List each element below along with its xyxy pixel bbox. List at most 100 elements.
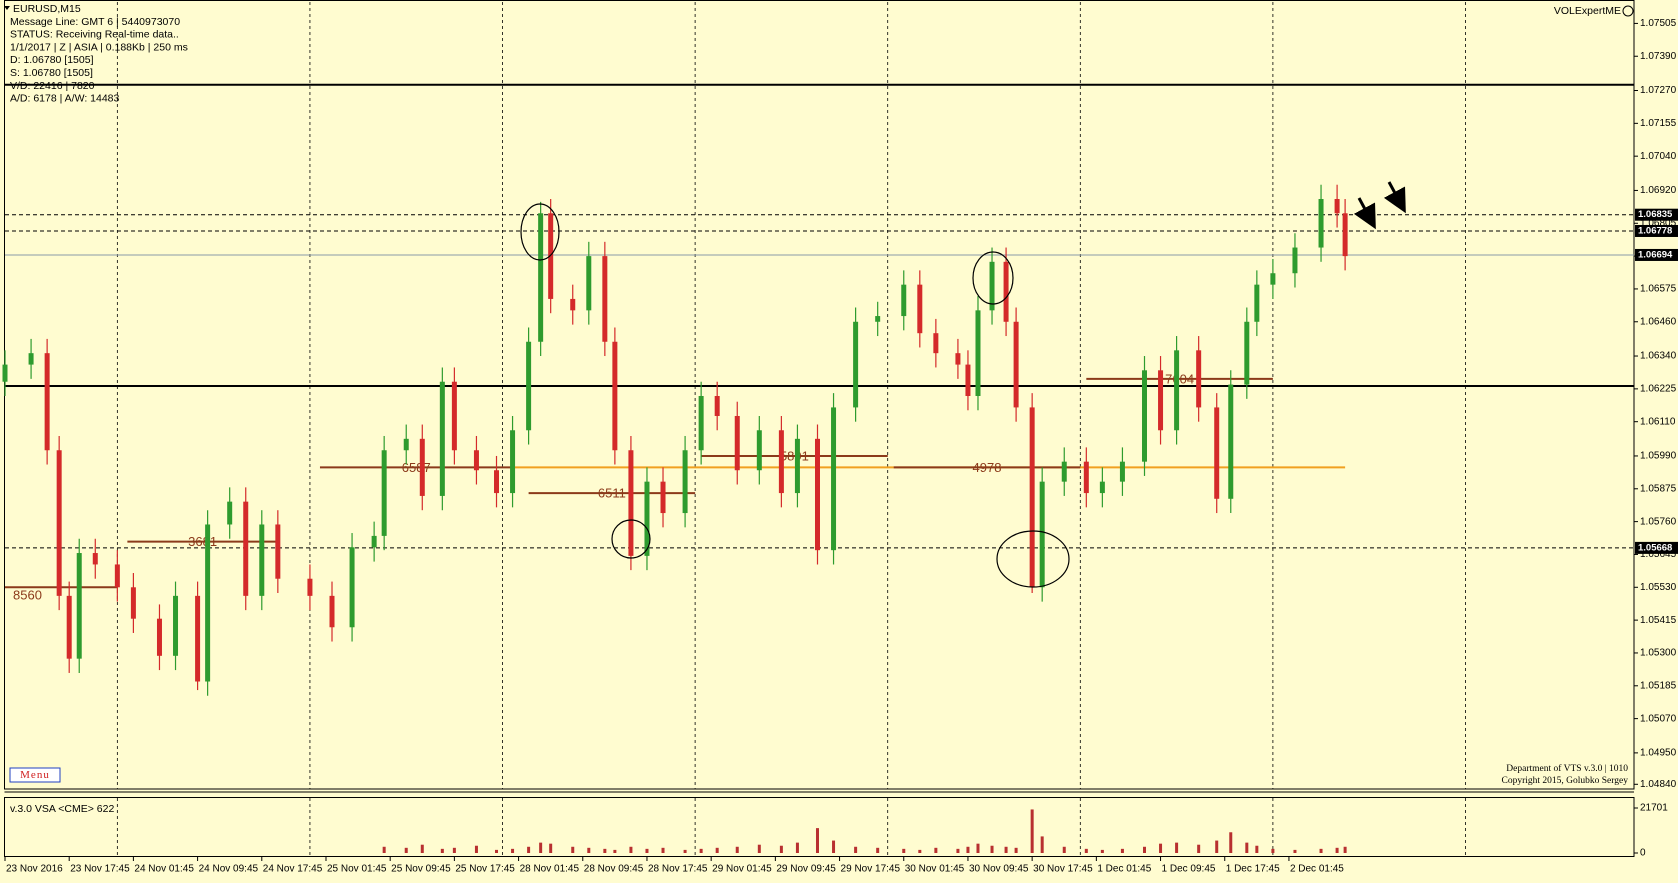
volume-bar bbox=[661, 847, 665, 853]
y-tick-label: 1.07390 bbox=[1640, 51, 1677, 62]
volume-bar bbox=[539, 842, 543, 853]
candle-body bbox=[419, 438, 425, 496]
candle-body bbox=[195, 595, 201, 682]
candle-body bbox=[275, 524, 281, 579]
volume-bar bbox=[629, 846, 633, 853]
volume-bar bbox=[1245, 842, 1249, 853]
candle-body bbox=[965, 364, 971, 396]
status-block: Message Line: GMT 6 | 5440973070STATUS: … bbox=[10, 16, 188, 105]
y-tick-label: 1.05760 bbox=[1640, 516, 1677, 527]
x-tick-label: 30 Nov 09:45 bbox=[969, 864, 1029, 875]
volume-bar bbox=[1100, 849, 1104, 853]
volume-bar bbox=[1293, 849, 1297, 853]
status-line: STATUS: Receiving Real-time data.. bbox=[10, 29, 179, 41]
candle-body bbox=[602, 256, 608, 342]
price-tag bbox=[1635, 224, 1678, 237]
y-tick-label: 1.05415 bbox=[1640, 615, 1677, 626]
symbol-dropdown-icon[interactable] bbox=[4, 6, 10, 10]
volume-bar bbox=[683, 849, 687, 853]
candle-body bbox=[989, 261, 995, 311]
x-tick-label: 24 Nov 09:45 bbox=[199, 864, 259, 875]
volume-level-label: 3681 bbox=[188, 534, 217, 549]
x-tick-label: 24 Nov 01:45 bbox=[134, 864, 194, 875]
candle-body bbox=[814, 438, 820, 551]
candle-body bbox=[875, 316, 881, 322]
x-tick-label: 1 Dec 01:45 bbox=[1097, 864, 1151, 875]
volume-bar bbox=[1229, 832, 1233, 853]
volume-bar bbox=[549, 843, 553, 853]
candle-body bbox=[130, 587, 136, 619]
volume-bar bbox=[495, 849, 499, 853]
volume-pane-title: v.3.0 VSA <CME> 622 bbox=[10, 803, 114, 815]
candle-body bbox=[1141, 370, 1147, 462]
candle-body bbox=[227, 501, 233, 525]
volume-bar bbox=[815, 828, 819, 853]
status-line: S: 1.06780 [1505] bbox=[10, 67, 93, 79]
price-tag bbox=[1635, 541, 1678, 554]
y-tick-label: 1.05300 bbox=[1640, 648, 1677, 659]
volume-bar bbox=[1030, 809, 1034, 853]
candle-body bbox=[1244, 321, 1250, 385]
brand-icon[interactable] bbox=[1622, 5, 1634, 17]
menu-button[interactable]: Menu bbox=[9, 767, 61, 783]
candle-body bbox=[307, 578, 313, 596]
x-tick-label: 25 Nov 17:45 bbox=[455, 864, 515, 875]
volume-bar bbox=[420, 844, 424, 853]
candle-body bbox=[205, 524, 211, 682]
volume-bar bbox=[440, 848, 444, 853]
menu-button-frame[interactable] bbox=[9, 767, 61, 783]
y-tick-label: 1.06920 bbox=[1640, 185, 1677, 196]
volume-bar bbox=[956, 848, 960, 853]
candle-body bbox=[901, 284, 907, 317]
candle-body bbox=[92, 553, 98, 565]
candle-body bbox=[371, 535, 377, 548]
volume-bar bbox=[1255, 845, 1259, 853]
volume-bar bbox=[918, 849, 922, 853]
candle-body bbox=[794, 438, 800, 494]
candle-body bbox=[1061, 461, 1067, 482]
volume-bar bbox=[976, 843, 980, 853]
marks: 1.068351.067781.066941.05668856036816587… bbox=[2, 184, 1678, 853]
x-tick-label: 29 Nov 17:45 bbox=[841, 864, 901, 875]
volume-bar bbox=[1319, 848, 1323, 853]
x-tick-label: 25 Nov 01:45 bbox=[327, 864, 387, 875]
x-tick-label: 29 Nov 01:45 bbox=[712, 864, 772, 875]
x-tick-label: 28 Nov 01:45 bbox=[520, 864, 580, 875]
y-tick-label: 1.06805 bbox=[1640, 218, 1677, 229]
volume-bar bbox=[571, 846, 575, 853]
volume-bar bbox=[1014, 847, 1018, 853]
y-tick-label: 1.07155 bbox=[1640, 118, 1677, 129]
candle-body bbox=[975, 310, 981, 396]
circle-annotation bbox=[996, 530, 1070, 588]
footer-line: Department of VTS v.3.0 | 1010 bbox=[1506, 763, 1628, 774]
volume-bar bbox=[645, 848, 649, 853]
volume-bar bbox=[1197, 844, 1201, 853]
volume-level-label: 6511 bbox=[598, 486, 626, 501]
candle-body bbox=[1013, 321, 1019, 408]
price-tag-label: 1.06835 bbox=[1638, 209, 1673, 220]
brand: VOLExpertME bbox=[1554, 5, 1621, 17]
volume-bar bbox=[966, 846, 970, 853]
x-tick-label: 1 Dec 17:45 bbox=[1226, 864, 1280, 875]
candle-body bbox=[28, 353, 34, 365]
volume-bar bbox=[1062, 846, 1066, 853]
y-tick-label: 21701 bbox=[1640, 803, 1668, 814]
volume-bar bbox=[832, 840, 836, 853]
volume-bar bbox=[382, 846, 386, 853]
x-tick-label: 25 Nov 09:45 bbox=[391, 864, 451, 875]
volume-bar bbox=[1175, 842, 1179, 853]
y-tick-label: 1.05185 bbox=[1640, 680, 1677, 691]
candle-body bbox=[682, 450, 688, 514]
candle-body bbox=[76, 553, 82, 659]
candle-body bbox=[1254, 284, 1260, 322]
menu-label[interactable]: Menu bbox=[20, 769, 50, 781]
candle-body bbox=[510, 430, 516, 494]
candle-body bbox=[756, 430, 762, 471]
y-tick-label: 1.05990 bbox=[1640, 451, 1677, 462]
candle-body bbox=[1174, 350, 1180, 431]
candle-body bbox=[917, 284, 923, 334]
x-tick-label: 23 Nov 17:45 bbox=[70, 864, 130, 875]
candle-body bbox=[44, 353, 50, 451]
